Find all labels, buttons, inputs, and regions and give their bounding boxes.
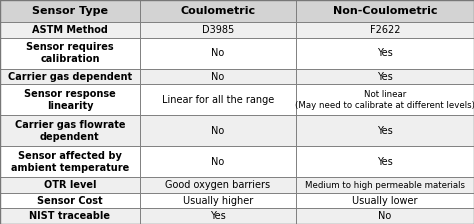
Text: Sensor requires
calibration: Sensor requires calibration [26,42,114,65]
Text: Yes: Yes [377,126,393,136]
Bar [140,38,296,69]
Bar [296,0,474,22]
Bar [0,84,140,115]
Text: Sensor Cost: Sensor Cost [37,196,103,206]
Text: Yes: Yes [210,211,226,221]
Bar [0,177,140,193]
Bar [296,209,474,224]
Bar [140,84,296,115]
Text: F2622: F2622 [370,25,401,35]
Bar [296,22,474,38]
Text: Good oxygen barriers: Good oxygen barriers [165,180,271,190]
Bar [140,146,296,177]
Bar [0,0,140,22]
Bar [140,69,296,84]
Text: Linear for all the range: Linear for all the range [162,95,274,105]
Text: ASTM Method: ASTM Method [32,25,108,35]
Text: D3985: D3985 [202,25,234,35]
Bar [140,115,296,146]
Text: OTR level: OTR level [44,180,96,190]
Bar [140,209,296,224]
Text: Sensor response
linearity: Sensor response linearity [24,89,116,111]
Bar [140,0,296,22]
Text: Yes: Yes [377,72,393,82]
Bar [296,115,474,146]
Text: Carrier gas dependent: Carrier gas dependent [8,72,132,82]
Text: Medium to high permeable materials: Medium to high permeable materials [305,181,465,190]
Bar [0,38,140,69]
Bar [0,115,140,146]
Text: Coulometric: Coulometric [181,6,255,16]
Bar [296,38,474,69]
Bar [0,193,140,209]
Text: NIST traceable: NIST traceable [29,211,110,221]
Text: No: No [211,72,225,82]
Bar [296,146,474,177]
Text: No: No [379,211,392,221]
Text: No: No [211,48,225,58]
Bar [140,22,296,38]
Text: Not linear
(May need to calibrate at different levels): Not linear (May need to calibrate at dif… [295,90,474,110]
Text: Sensor Type: Sensor Type [32,6,108,16]
Text: Yes: Yes [377,48,393,58]
Text: Usually higher: Usually higher [183,196,253,206]
Bar [0,69,140,84]
Bar [296,177,474,193]
Text: Carrier gas flowrate
dependent: Carrier gas flowrate dependent [15,120,125,142]
Bar [0,146,140,177]
Text: No: No [211,126,225,136]
Bar [296,193,474,209]
Text: Usually lower: Usually lower [352,196,418,206]
Bar [140,193,296,209]
Text: Non-Coulometric: Non-Coulometric [333,6,438,16]
Text: Yes: Yes [377,157,393,167]
Text: Sensor affected by
ambient temperature: Sensor affected by ambient temperature [11,151,129,173]
Bar [0,209,140,224]
Bar [296,69,474,84]
Bar [296,84,474,115]
Bar [140,177,296,193]
Text: No: No [211,157,225,167]
Bar [0,22,140,38]
